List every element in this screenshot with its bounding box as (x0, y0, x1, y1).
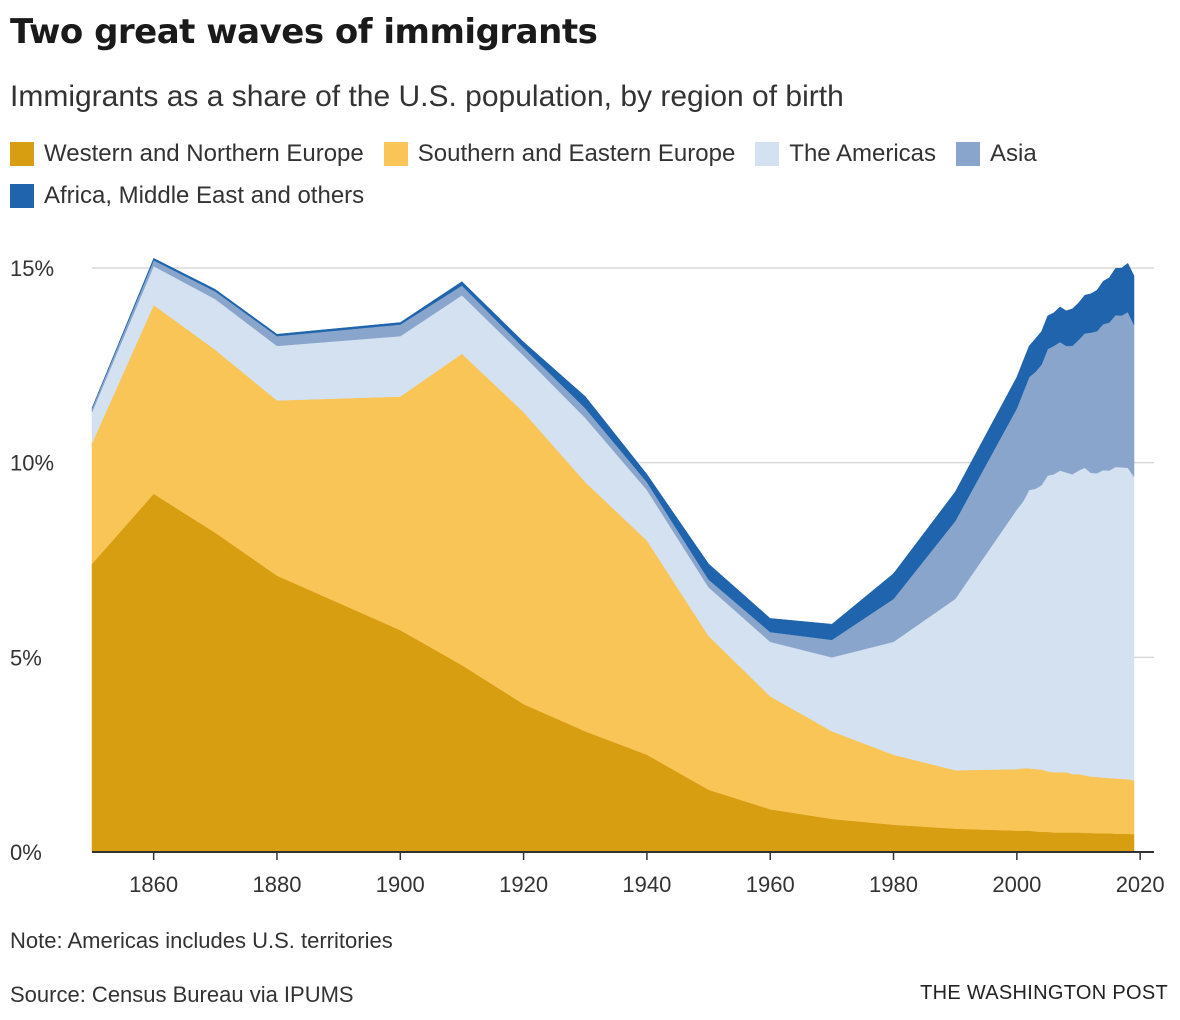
area-africa-middle-east-and-others (91, 257, 1135, 641)
stacked-area-chart: 0% 5% 10% 15% 1860 1880 1900 1920 1940 1960 1980 20… (10, 256, 1165, 897)
x-tick-label: 2000 (992, 872, 1041, 897)
legend-label: Southern and Eastern Europe (417, 140, 736, 167)
y-tick-label: 5% (10, 645, 42, 670)
legend-item-asia: Asia (956, 140, 1037, 168)
legend-item-western-northern-europe: Western and Northern Europe (10, 140, 364, 168)
legend: Western and Northern Europe Southern and… (10, 140, 1160, 210)
x-tick-label: 1920 (499, 872, 548, 897)
y-tick-label: 15% (10, 256, 54, 281)
x-tick-label: 2020 (1116, 872, 1165, 897)
legend-swatch (10, 142, 34, 166)
chart-note: Note: Americas includes U.S. territories (10, 928, 393, 953)
x-tick-label: 1900 (376, 872, 425, 897)
chart-source: Source: Census Bureau via IPUMS (10, 982, 354, 1007)
y-tick-label: 0% (10, 840, 42, 865)
x-tick-label: 1880 (252, 872, 301, 897)
legend-item-southern-eastern-europe: Southern and Eastern Europe (383, 140, 736, 168)
legend-item-africa-middle-east-others: Africa, Middle East and others (10, 182, 364, 210)
legend-label: Western and Northern Europe (44, 140, 364, 167)
x-tick-label: 1940 (622, 872, 671, 897)
chart-subtitle: Immigrants as a share of the U.S. popula… (10, 80, 844, 113)
x-tick-label: 1960 (746, 872, 795, 897)
y-tick-label: 10% (10, 451, 54, 476)
legend-label: Africa, Middle East and others (44, 182, 365, 209)
legend-label: The Americas (789, 140, 937, 167)
legend-swatch (755, 142, 780, 166)
chart-title: Two great waves of immigrants (10, 12, 598, 52)
x-tick-label: 1860 (129, 872, 178, 897)
legend-swatch (956, 142, 981, 166)
legend-item-americas: The Americas (755, 140, 936, 168)
x-tick-label: 1980 (869, 872, 918, 897)
legend-label: Asia (990, 140, 1037, 167)
legend-swatch (10, 184, 34, 208)
publisher-credit: THE WASHINGTON POST (920, 982, 1168, 1004)
legend-swatch (383, 142, 408, 166)
